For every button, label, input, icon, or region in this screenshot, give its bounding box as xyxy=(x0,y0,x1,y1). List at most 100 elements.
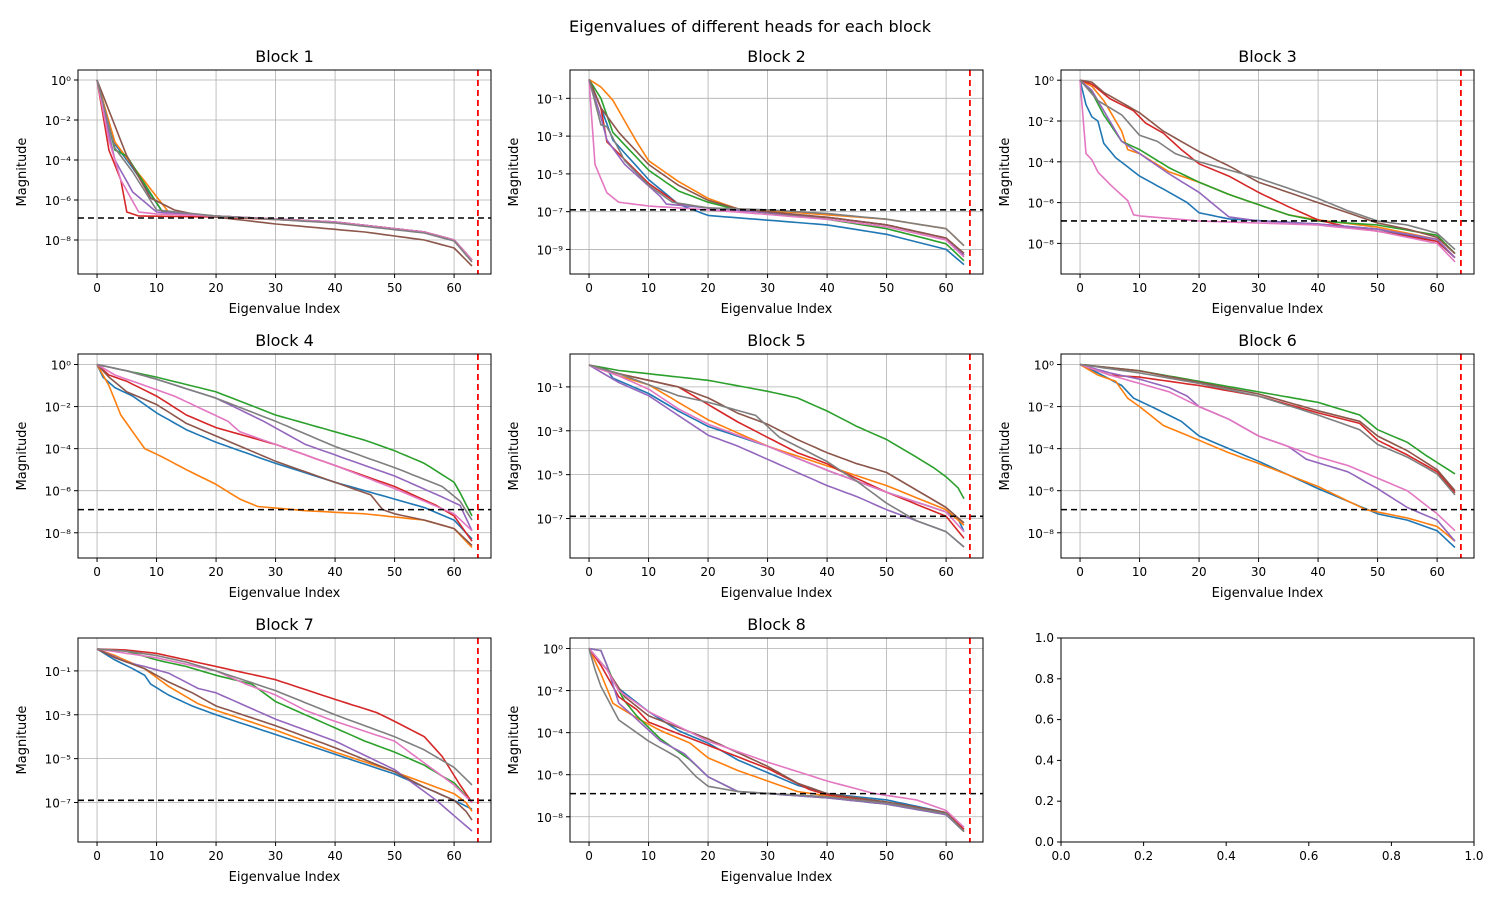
axes-frame xyxy=(77,637,492,843)
y-tick-label: 10⁻³ xyxy=(537,425,564,439)
series-line-head-3 xyxy=(96,648,473,803)
x-tick-label: 1.0 xyxy=(1464,849,1483,863)
y-tick-label: 10⁰ xyxy=(51,359,71,373)
y-tick-label: 10⁻⁴ xyxy=(45,443,72,457)
x-tick-label: 60 xyxy=(446,565,461,579)
x-tick-label: 50 xyxy=(879,281,894,295)
subplot-3: Block 3 0 10 20 30 40 50 60 10⁰ 10⁻² 10⁻⁴ 10⁻⁶ 10⁻⁸ E… xyxy=(998,47,1475,317)
y-tick-label: 10⁻³ xyxy=(45,709,72,723)
x-tick-label: 10 xyxy=(1132,565,1147,579)
series-line-head-5 xyxy=(96,363,473,546)
series-line-head-4 xyxy=(1079,79,1456,259)
series-line-head-0 xyxy=(1079,363,1456,549)
x-tick-label: 30 xyxy=(1251,565,1266,579)
y-tick-label: 0.2 xyxy=(1035,794,1054,808)
x-tick-label: 60 xyxy=(1429,565,1444,579)
subplot-title: Block 4 xyxy=(255,331,314,350)
series-line-head-6 xyxy=(1079,80,1456,263)
y-tick-label: 10⁻⁶ xyxy=(1028,197,1055,211)
series-line-head-6 xyxy=(96,648,473,804)
series-line-head-6 xyxy=(588,647,965,828)
subplot-7: Block 7 0 10 20 30 40 50 60 10⁻¹ 10⁻³ 10⁻⁵ 10⁻⁷ Eige… xyxy=(15,615,492,885)
y-tick-label: 10⁻⁸ xyxy=(45,527,72,541)
subplot-4: Block 4 0 10 20 30 40 50 60 10⁰ 10⁻² 10⁻⁴ 10⁻⁶ 10⁻⁸ E… xyxy=(15,331,492,601)
x-tick-label: 0.4 xyxy=(1217,849,1236,863)
series-line-head-7 xyxy=(588,648,965,833)
subplot-title: Block 2 xyxy=(747,47,806,66)
subplot-9: 0.0 0.2 0.4 0.6 0.8 1.0 0.0 0.2 0.4 0.6 0.8 1.0 xyxy=(1035,631,1484,863)
subplot-title: Block 7 xyxy=(255,615,314,634)
x-axis-label: Eigenvalue Index xyxy=(229,870,341,885)
y-tick-label: 10⁻⁷ xyxy=(45,797,72,811)
x-tick-label: 10 xyxy=(641,281,656,295)
x-tick-label: 60 xyxy=(938,849,953,863)
y-axis-label: Magnitude xyxy=(507,422,522,491)
x-tick-label: 20 xyxy=(208,565,223,579)
y-tick-label: 10⁻² xyxy=(45,114,72,128)
x-tick-label: 40 xyxy=(819,849,834,863)
series-line-head-2 xyxy=(96,648,473,804)
y-tick-label: 10⁻⁸ xyxy=(1028,237,1055,251)
x-tick-label: 0.0 xyxy=(1051,849,1070,863)
x-tick-label: 30 xyxy=(760,281,775,295)
y-tick-label: 0.6 xyxy=(1035,713,1054,727)
series-line-head-5 xyxy=(588,79,965,254)
x-tick-label: 0 xyxy=(1076,565,1084,579)
x-tick-label: 60 xyxy=(1429,281,1444,295)
x-tick-label: 0 xyxy=(1076,281,1084,295)
y-tick-label: 10⁻¹ xyxy=(537,92,564,106)
y-tick-label: 10⁻⁴ xyxy=(45,154,72,168)
y-tick-label: 10⁻⁹ xyxy=(537,243,564,257)
x-tick-label: 20 xyxy=(700,565,715,579)
x-tick-label: 50 xyxy=(879,565,894,579)
x-tick-label: 0 xyxy=(585,849,593,863)
x-tick-label: 50 xyxy=(879,849,894,863)
y-tick-label: 10⁻⁷ xyxy=(537,206,564,220)
series-line-head-7 xyxy=(1079,79,1456,251)
x-tick-label: 0 xyxy=(585,565,593,579)
y-tick-label: 10⁻² xyxy=(1028,401,1055,415)
x-tick-label: 40 xyxy=(327,565,342,579)
series-line-head-6 xyxy=(588,364,965,533)
series-line-head-7 xyxy=(1079,363,1456,496)
x-tick-label: 50 xyxy=(387,849,402,863)
series-line-head-5 xyxy=(96,648,473,821)
subplot-title: Block 3 xyxy=(1238,47,1297,66)
x-tick-label: 20 xyxy=(208,849,223,863)
x-tick-label: 10 xyxy=(1132,281,1147,295)
y-tick-label: 10⁰ xyxy=(543,643,563,657)
x-tick-label: 10 xyxy=(149,565,164,579)
x-tick-label: 10 xyxy=(641,849,656,863)
series-line-head-0 xyxy=(588,79,965,266)
x-tick-label: 30 xyxy=(268,281,283,295)
series-line-head-2 xyxy=(1079,79,1456,255)
subplot-8: Block 8 0 10 20 30 40 50 60 10⁰ 10⁻² 10⁻⁴ 10⁻⁶ 10⁻⁸ E… xyxy=(507,615,984,885)
subplot-title: Block 1 xyxy=(255,47,314,66)
x-tick-label: 30 xyxy=(760,849,775,863)
y-axis-label: Magnitude xyxy=(15,138,30,207)
y-tick-label: 10⁻² xyxy=(537,685,564,699)
x-tick-label: 60 xyxy=(446,281,461,295)
x-axis-label: Eigenvalue Index xyxy=(229,302,341,317)
x-tick-label: 50 xyxy=(1370,281,1385,295)
y-tick-label: 10⁻⁶ xyxy=(1028,485,1055,499)
x-tick-label: 30 xyxy=(268,565,283,579)
axes-frame xyxy=(77,69,492,275)
x-tick-label: 0 xyxy=(93,565,101,579)
series-line-head-6 xyxy=(1079,363,1456,532)
x-tick-label: 0.8 xyxy=(1382,849,1401,863)
x-tick-label: 0.2 xyxy=(1134,849,1153,863)
x-tick-label: 30 xyxy=(760,565,775,579)
x-tick-label: 20 xyxy=(1191,565,1206,579)
axes-frame xyxy=(77,353,492,559)
x-tick-label: 40 xyxy=(1310,281,1325,295)
subplot-6: Block 6 0 10 20 30 40 50 60 10⁰ 10⁻² 10⁻⁴ 10⁻⁶ 10⁻⁸ E… xyxy=(998,331,1475,601)
y-tick-label: 10⁰ xyxy=(51,74,71,88)
subplot-title: Block 6 xyxy=(1238,331,1297,350)
subplot-2: Block 2 0 10 20 30 40 50 60 10⁻¹ 10⁻³ 10⁻⁵ 10⁻⁷ 10⁻⁹… xyxy=(507,47,984,317)
x-tick-label: 50 xyxy=(387,565,402,579)
y-axis-label: Magnitude xyxy=(507,138,522,207)
series-line-head-5 xyxy=(588,364,965,524)
y-tick-label: 10⁻⁵ xyxy=(45,753,72,767)
y-tick-label: 1.0 xyxy=(1035,631,1054,645)
